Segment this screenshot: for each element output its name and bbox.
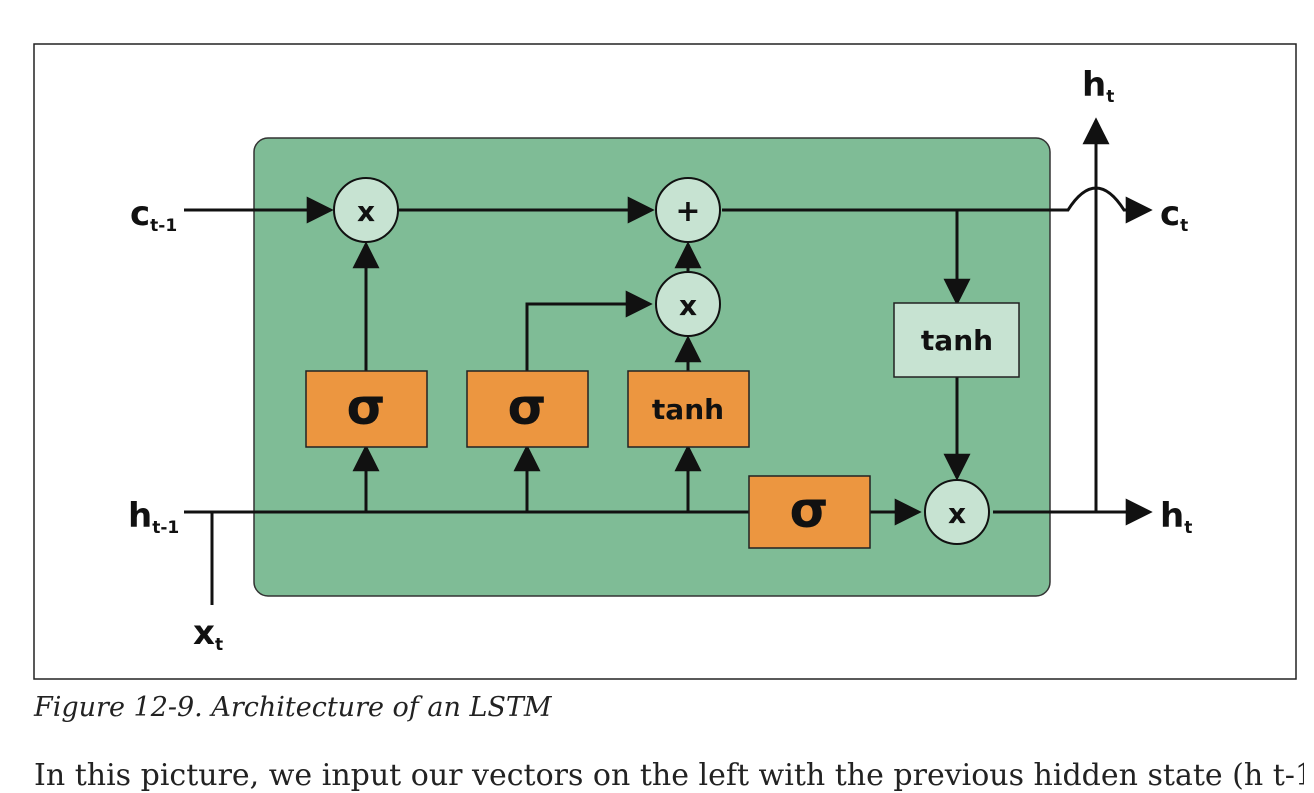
figure-caption: Figure 12-9. Architecture of an LSTM: [34, 692, 552, 723]
output-multiply-label: x: [948, 497, 966, 530]
h-prev-label: ht-1: [128, 496, 179, 538]
candidate-gate-box: [627, 370, 750, 448]
h-out-top-label: ht: [1082, 65, 1114, 107]
forget-gate-box: [305, 370, 428, 448]
forget-sigma-label: σ: [347, 378, 386, 436]
add-label: +: [675, 194, 700, 229]
input-sigma-to-mult: [525, 290, 653, 371]
c-out-label: ct: [1160, 194, 1188, 236]
input-multiply-node: [655, 271, 721, 337]
input-multiply-label: x: [679, 289, 697, 322]
cell-tanh-label: tanh: [921, 324, 993, 357]
c-prev-label: ct-1: [130, 194, 177, 236]
forget-multiply-label: x: [357, 195, 375, 228]
forget-multiply-node: [333, 177, 399, 243]
input-gate-box: [466, 370, 589, 448]
lstm-diagram: x + x x σ σ tanh σ tanh ct-1 ht-1 xt ct …: [33, 43, 1297, 680]
input-sigma-label: σ: [508, 378, 547, 436]
cell-tanh-box: [893, 302, 1020, 378]
output-sigma-label: σ: [790, 481, 829, 539]
candidate-tanh-label: tanh: [652, 393, 724, 426]
output-multiply-node: [924, 479, 990, 545]
add-node: [655, 177, 721, 243]
output-gate-box: [748, 475, 871, 549]
h-out-right-label: ht: [1160, 496, 1192, 538]
x-in-label: xt: [193, 613, 223, 655]
body-text-partial: In this picture, we input our vectors on…: [34, 758, 1304, 793]
